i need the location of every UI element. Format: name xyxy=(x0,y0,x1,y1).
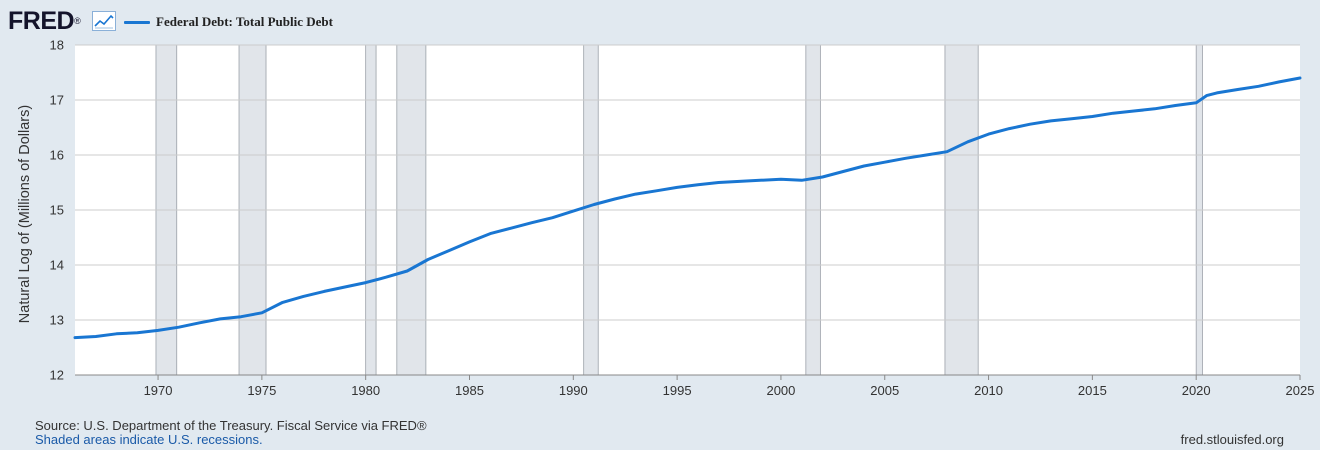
y-tick-label: 16 xyxy=(50,148,64,163)
y-tick-label: 12 xyxy=(50,368,64,383)
y-tick-label: 15 xyxy=(50,203,64,218)
x-tick-label: 1990 xyxy=(559,383,588,398)
x-tick-label: 2020 xyxy=(1182,383,1211,398)
logo-text: FRED xyxy=(8,7,75,35)
x-tick-label: 1980 xyxy=(351,383,380,398)
x-tick-label: 1970 xyxy=(144,383,173,398)
x-tick-label: 2010 xyxy=(974,383,1003,398)
x-tick-label: 2000 xyxy=(766,383,795,398)
series-layer xyxy=(73,76,1302,340)
y-tick-label: 14 xyxy=(50,258,64,273)
x-tick-label: 2015 xyxy=(1078,383,1107,398)
x-tick-label: 1975 xyxy=(247,383,276,398)
line-chart-icon xyxy=(92,11,116,31)
series-line[interactable] xyxy=(73,76,1302,340)
legend-series-swatch xyxy=(124,21,150,24)
fred-logo[interactable]: FRED® xyxy=(8,6,81,36)
x-tick-label: 2005 xyxy=(870,383,899,398)
x-tick-label: 1995 xyxy=(663,383,692,398)
axes: 12 13 14 15 16 17 18 1970 1975 1980 1985 1990 1995 20… xyxy=(50,38,1315,399)
y-axis-label: Natural Log of (Millions of Dollars) xyxy=(17,104,33,324)
source-text: Source: U.S. Department of the Treasury.… xyxy=(35,418,427,433)
x-tick-label: 1985 xyxy=(455,383,484,398)
legend-series-label: Federal Debt: Total Public Debt xyxy=(156,14,333,29)
y-tick-label: 17 xyxy=(50,93,64,108)
y-tick-label: 13 xyxy=(50,313,64,328)
site-link[interactable]: fred.stlouisfed.org xyxy=(1180,432,1284,447)
recession-note-link[interactable]: Shaded areas indicate U.S. recessions. xyxy=(35,432,263,447)
y-tick-label: 18 xyxy=(50,38,64,53)
logo-registered-mark: ® xyxy=(74,16,81,26)
x-tick-label: 2025 xyxy=(1286,383,1315,398)
chart-header: FRED® Federal Debt: Total Public Debt xyxy=(8,6,708,36)
